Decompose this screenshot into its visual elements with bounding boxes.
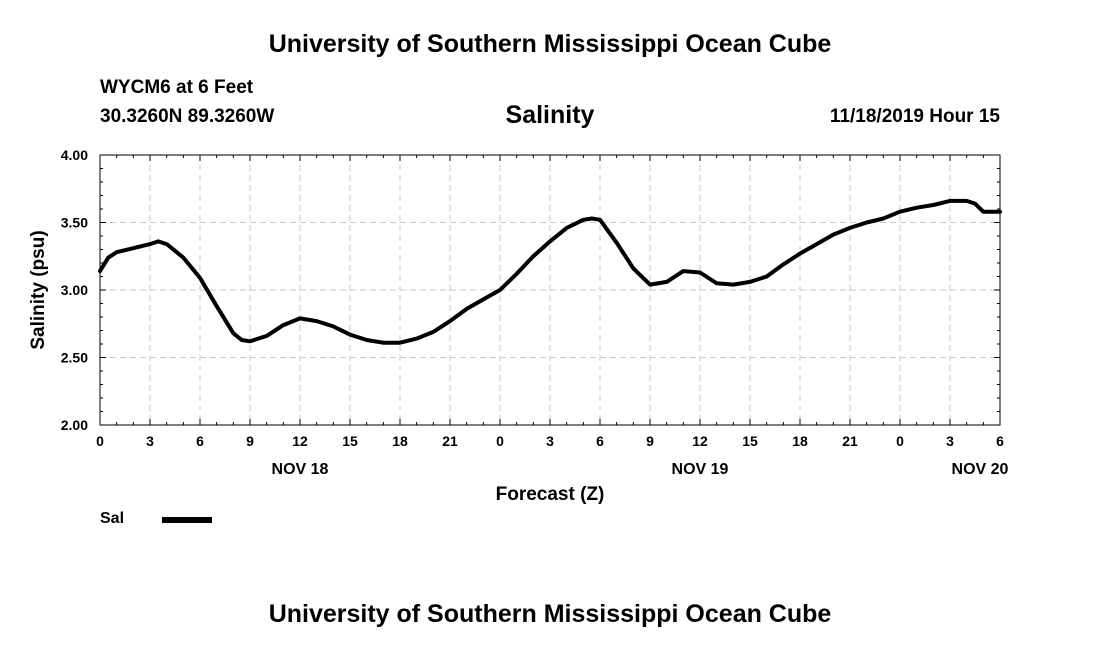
y-tick-label: 3.00	[61, 282, 88, 298]
x-axis-label: Forecast (Z)	[496, 484, 605, 505]
y-axis-label: Salinity (psu)	[28, 230, 49, 349]
x-tick-label: 15	[342, 433, 358, 449]
x-tick-label: 12	[692, 433, 708, 449]
axes	[99, 154, 1001, 426]
chart-title-top: University of Southern Mississippi Ocean…	[268, 30, 832, 58]
x-tick-label: 18	[392, 433, 408, 449]
series	[98, 198, 1002, 345]
station-coordinates: 30.3260N 89.3260W	[100, 106, 275, 127]
x-tick-label: 6	[996, 433, 1004, 449]
x-tick-label: 3	[946, 433, 954, 449]
y-tick-label: 3.50	[61, 215, 88, 231]
date-label: NOV 20	[952, 461, 1009, 478]
x-tick-label: 12	[292, 433, 308, 449]
y-tick-label: 2.50	[61, 350, 88, 366]
x-tick-label: 0	[896, 433, 904, 449]
x-tick-label: 3	[546, 433, 554, 449]
parameter-title: Salinity	[505, 101, 595, 129]
x-tick-label: 6	[196, 433, 204, 449]
x-tick-label: 21	[442, 433, 458, 449]
x-tick-label: 3	[146, 433, 154, 449]
x-tick-label: 21	[842, 433, 858, 449]
y-tick-label: 4.00	[61, 147, 88, 163]
x-tick-label: 9	[646, 433, 654, 449]
grid	[100, 155, 1000, 425]
x-tick-label: 0	[96, 433, 104, 449]
date-label: NOV 18	[272, 461, 329, 478]
tick-labels: 0 3 6 9 12 15 18 21 0 3 6 9 12 15 18 21 0 3 6 2.00 2.50 3.00 3…	[61, 147, 1009, 478]
x-tick-label: 0	[496, 433, 504, 449]
series-line-sal	[98, 198, 1002, 345]
legend-swatch	[162, 517, 212, 523]
chart-title-bottom: University of Southern Mississippi Ocean…	[268, 600, 832, 628]
legend-label: Sal	[100, 510, 125, 527]
x-tick-label: 9	[246, 433, 254, 449]
plot-frame	[99, 154, 1001, 426]
x-tick-label: 15	[742, 433, 758, 449]
x-tick-label: 6	[596, 433, 604, 449]
forecast-datetime: 11/18/2019 Hour 15	[829, 106, 1000, 127]
x-tick-label: 18	[792, 433, 808, 449]
y-tick-label: 2.00	[61, 417, 88, 433]
station-label: WYCM6 at 6 Feet	[100, 77, 254, 98]
date-label: NOV 19	[672, 461, 729, 478]
